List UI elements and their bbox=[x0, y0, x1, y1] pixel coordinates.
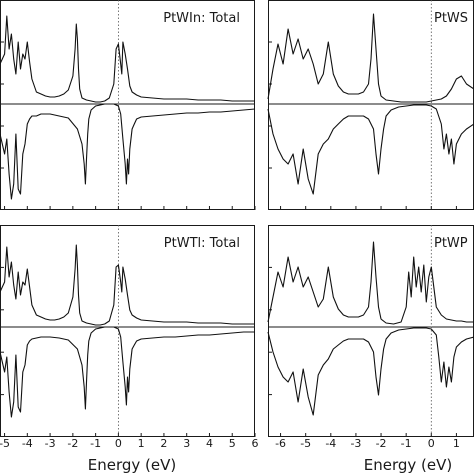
spin-down-dos-curve bbox=[0, 103, 256, 200]
x-tick-label: 1 bbox=[138, 437, 145, 450]
x-tick-label: 0 bbox=[428, 437, 435, 450]
x-tick-label: 6 bbox=[252, 437, 259, 450]
panel-ptws: PtWS bbox=[267, 0, 474, 210]
spin-up-dos-curve bbox=[267, 13, 474, 103]
x-tick-label: -1 bbox=[401, 437, 412, 450]
panel-title: PtWP bbox=[434, 236, 468, 251]
x-tick-label: 1 bbox=[453, 437, 460, 450]
x-tick-label: 5 bbox=[229, 437, 236, 450]
panel-title: PtWIn: Total bbox=[163, 11, 240, 26]
panel-title: PtWS bbox=[434, 11, 468, 26]
plot-frame bbox=[0, 0, 255, 210]
x-tick-label: -2 bbox=[67, 437, 78, 450]
spin-down-dos-curve bbox=[267, 104, 474, 195]
spin-down-dos-curve bbox=[0, 326, 255, 418]
panel-ptwin-total: PtWIn: Total bbox=[0, 0, 256, 210]
x-tick-label: 2 bbox=[160, 437, 167, 450]
panel-ptwtl-total: PtWTl: Total -5 -4 -3 -2 -1 0 1 2 3 4 5 6 bbox=[0, 225, 259, 450]
x-axis-title-right: Energy (eV) bbox=[364, 456, 452, 474]
x-axis-title-left: Energy (eV) bbox=[88, 456, 176, 474]
x-tick-label: -4 bbox=[325, 437, 336, 450]
x-tick-label: -2 bbox=[376, 437, 387, 450]
spin-up-dos-curve bbox=[267, 241, 474, 325]
panel-title: PtWTl: Total bbox=[164, 236, 240, 251]
x-tick-label: -4 bbox=[22, 437, 33, 450]
x-tick-label: -1 bbox=[90, 437, 101, 450]
spin-down-dos-curve bbox=[267, 327, 474, 416]
x-tick-label: -3 bbox=[45, 437, 56, 450]
panel-ptwp: PtWP -6 -5 -4 -3 -2 -1 0 1 bbox=[267, 225, 474, 450]
x-tick-label: -6 bbox=[275, 437, 286, 450]
spin-up-dos-curve bbox=[0, 15, 255, 103]
x-tick-label: 3 bbox=[183, 437, 190, 450]
plot-frame bbox=[0, 225, 255, 437]
x-tick-label: -5 bbox=[0, 437, 10, 450]
x-tick-label: -5 bbox=[300, 437, 311, 450]
x-tick-label: 4 bbox=[206, 437, 213, 450]
plot-frame bbox=[268, 225, 474, 437]
x-tick-label: 0 bbox=[115, 437, 122, 450]
x-tick-label: -3 bbox=[350, 437, 361, 450]
spin-up-dos-curve bbox=[0, 244, 255, 326]
